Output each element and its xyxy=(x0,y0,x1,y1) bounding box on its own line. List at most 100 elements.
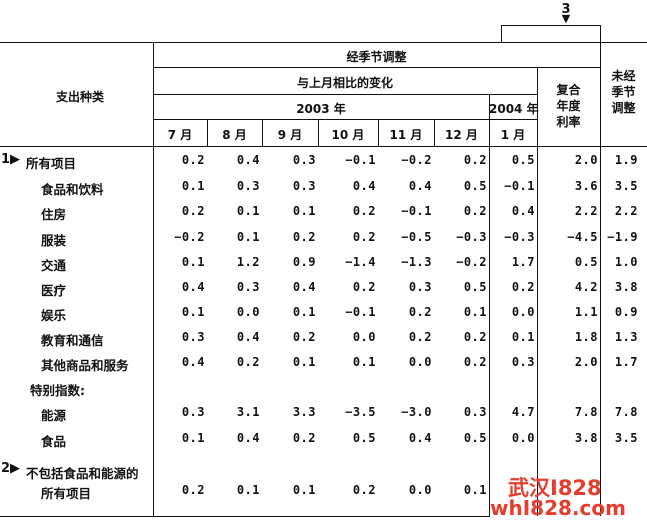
table-cell: 0.1 xyxy=(463,483,487,497)
table-cell: 0.9 xyxy=(614,305,638,319)
row-label: 食品 xyxy=(41,434,67,449)
table-cell: −0.2 xyxy=(401,153,432,167)
table-cell: 0.1 xyxy=(236,230,260,244)
table-cell: 0.1 xyxy=(463,305,487,319)
col-sep-label xyxy=(153,42,154,516)
callout-bracket-top xyxy=(501,25,600,26)
table-cell: 0.1 xyxy=(181,431,205,445)
callout-number: 3 xyxy=(561,2,571,17)
table-cell: 1.9 xyxy=(614,153,638,167)
row-label-all-items: 所有项目 xyxy=(26,156,77,171)
watermark-line2: whI828.com xyxy=(490,496,626,520)
unadjusted-line2: 季节 xyxy=(611,85,636,99)
month-sep xyxy=(318,119,319,146)
table-cell: 0.5 xyxy=(463,280,487,294)
table-cell: 7.8 xyxy=(574,405,598,419)
table-cell: 0.9 xyxy=(292,255,316,269)
unadjusted-line3: 调整 xyxy=(611,101,636,115)
table-cell: 0.1 xyxy=(292,305,316,319)
table-cell: 0.0 xyxy=(408,355,432,369)
header-line-4 xyxy=(153,119,537,120)
table-cell: 3.8 xyxy=(614,280,638,294)
callout-marker-2: 2▶ xyxy=(1,461,21,476)
table-cell: −0.1 xyxy=(504,179,535,193)
table-cell: 0.2 xyxy=(292,431,316,445)
table-cell: 0.1 xyxy=(181,305,205,319)
table-cell: 1.2 xyxy=(236,255,260,269)
table-cell: −0.1 xyxy=(345,305,376,319)
table-cell: 1.0 xyxy=(614,255,638,269)
table-cell: 0.4 xyxy=(181,280,205,294)
table-cell: −0.2 xyxy=(456,255,487,269)
table-cell: 0.1 xyxy=(292,355,316,369)
table-cell: −0.1 xyxy=(401,204,432,218)
callout-arrow-icon: ▼ xyxy=(561,12,571,25)
table-cell: 0.1 xyxy=(511,330,535,344)
table-cell: 0.2 xyxy=(511,280,535,294)
table-cell: 0.1 xyxy=(236,483,260,497)
table-cell: 0.1 xyxy=(352,355,376,369)
table-cell: 1.3 xyxy=(614,330,638,344)
month-header: 9 月 xyxy=(277,128,303,142)
month-sep xyxy=(378,119,379,146)
table-cell: 0.4 xyxy=(408,179,432,193)
table-cell: 1.7 xyxy=(614,355,638,369)
table-cell: −0.5 xyxy=(401,230,432,244)
table-cell: 3.8 xyxy=(574,431,598,445)
table-cell: 2.2 xyxy=(614,204,638,218)
table-cell: 2.2 xyxy=(574,204,598,218)
table-cell: 0.2 xyxy=(181,483,205,497)
table-cell: 0.4 xyxy=(352,179,376,193)
table-cell: 3.6 xyxy=(574,179,598,193)
compound-annual-header: 复合 年度 利率 xyxy=(537,82,600,130)
table-cell: 0.4 xyxy=(408,431,432,445)
table-cell: 0.1 xyxy=(181,179,205,193)
callout-bracket-left xyxy=(501,25,502,43)
table-cell: 2.0 xyxy=(574,355,598,369)
table-cell: 0.0 xyxy=(236,305,260,319)
table-cell: 0.5 xyxy=(511,153,535,167)
table-cell: 0.2 xyxy=(236,355,260,369)
table-cell: −3.0 xyxy=(401,405,432,419)
header-line-3 xyxy=(153,94,537,95)
col-sep-2003-2004 xyxy=(489,94,490,516)
table-cell: −1.9 xyxy=(607,230,638,244)
table-cell: 0.1 xyxy=(292,204,316,218)
table-cell: 0.0 xyxy=(511,305,535,319)
table-cell: 3.5 xyxy=(614,179,638,193)
table-cell: 7.8 xyxy=(614,405,638,419)
table-cell: −0.1 xyxy=(345,153,376,167)
row-label-core-line1: 不包括食品和能源的 xyxy=(26,466,139,481)
month-header: 10 月 xyxy=(331,128,365,142)
year-2003-header: 2003 年 xyxy=(296,102,346,116)
row-label: 交通 xyxy=(41,258,67,273)
table-cell: 0.0 xyxy=(352,330,376,344)
table-cell: −1.4 xyxy=(345,255,376,269)
change-from-prev-header: 与上月相比的变化 xyxy=(296,76,393,90)
table-cell: 0.4 xyxy=(511,204,535,218)
callout-bracket-right xyxy=(600,25,601,43)
table-cell: 0.4 xyxy=(181,355,205,369)
row-label: 教育和通信 xyxy=(41,333,104,348)
expense-type-header: 支出种类 xyxy=(55,90,104,104)
table-cell: 0.4 xyxy=(236,431,260,445)
table-cell: 0.2 xyxy=(181,153,205,167)
row-label-core-line2: 所有项目 xyxy=(41,486,92,501)
header-bottom-border xyxy=(0,146,647,147)
month-header: 8 月 xyxy=(222,128,247,142)
table-cell: 4.2 xyxy=(574,280,598,294)
row-label: 食品和饮料 xyxy=(41,182,104,197)
table-cell: 0.2 xyxy=(408,305,432,319)
table-cell: 0.0 xyxy=(408,483,432,497)
table-cell: 0.5 xyxy=(463,431,487,445)
month-sep xyxy=(207,119,208,146)
table-cell: 0.3 xyxy=(511,355,535,369)
table-cell: 0.3 xyxy=(181,330,205,344)
table-cell: 0.2 xyxy=(292,330,316,344)
unadjusted-header: 未经 季节 调整 xyxy=(600,68,647,116)
month-sep xyxy=(262,119,263,146)
table-cell: 0.2 xyxy=(352,483,376,497)
header-line-2 xyxy=(153,67,600,68)
table-cell: 2.0 xyxy=(574,153,598,167)
year-2004-header: 2004 年 xyxy=(489,102,539,116)
